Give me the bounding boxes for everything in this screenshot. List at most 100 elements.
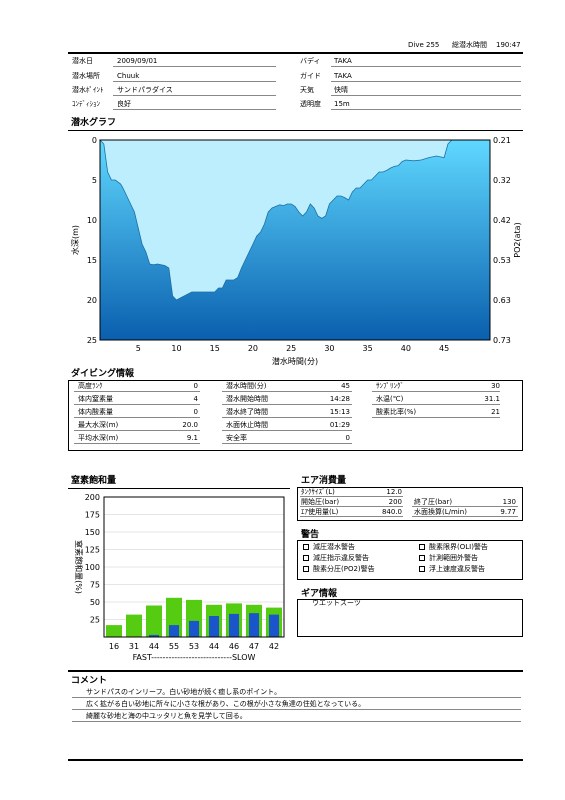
comment-rule <box>68 670 523 672</box>
y2-axis-label: PO2(ata) <box>513 222 522 257</box>
diving-info-label: 平均水深(m) <box>78 434 119 442</box>
y-axis-label: 窒素飽和量(%) <box>74 540 84 594</box>
y2-tick-label: 0.63 <box>493 296 511 305</box>
warning-item: 浮上速度違反警告 <box>419 565 485 574</box>
nitrogen-title: 窒素飽和量 <box>71 476 117 486</box>
start-pressure-value: 200 <box>388 498 402 506</box>
info-label: 透明度 <box>300 100 321 108</box>
diving-info-label: 潜水時間(分) <box>226 382 267 390</box>
nitrogen-bar <box>209 616 219 637</box>
y-tick-label: 15 <box>87 256 97 265</box>
info-label: ガイド <box>300 72 321 80</box>
dive-point: サンドパラダイス <box>117 86 173 94</box>
diving-info-underline <box>222 430 352 431</box>
diving-info-value: 0 <box>193 382 198 390</box>
warning-label: 酸素分圧(PO2)警告 <box>313 565 375 573</box>
surface-area <box>100 140 490 300</box>
diving-info-label: 酸素比率(%) <box>376 408 417 416</box>
air-used-value: 840.0 <box>381 508 402 516</box>
x-tick-label: 16 <box>109 642 119 651</box>
diving-info-underline <box>372 417 500 418</box>
y-tick-label: 175 <box>85 511 100 520</box>
diving-info-underline <box>74 430 200 431</box>
diving-info-value: 01:29 <box>329 421 350 429</box>
air-underline <box>300 496 403 497</box>
surface-rate-value: 9.77 <box>500 508 516 516</box>
chart-frame <box>99 139 491 341</box>
y2-tick-labels: 0.21 0.32 0.42 0.53 0.63 0.73 <box>493 136 511 345</box>
end-pressure-value: 130 <box>502 498 516 506</box>
diving-info-label: 水面休止時間 <box>226 421 268 429</box>
y2-tick-label: 0.42 <box>493 216 511 225</box>
diving-info-value: 31.1 <box>484 395 500 403</box>
bar-group <box>106 597 282 637</box>
x-tick-label: 10 <box>171 344 181 353</box>
diving-info-underline <box>222 404 352 405</box>
warning-item: 計測範囲外警告 <box>419 554 478 563</box>
y-tick-label: 75 <box>90 581 100 590</box>
x-tick-labels: 16 31 44 55 53 44 46 47 42 <box>109 642 279 651</box>
diving-info-value: 9.1 <box>186 434 198 442</box>
y2-tick-label: 0.21 <box>493 136 511 145</box>
diving-info-label: 体内窒素量 <box>78 395 113 403</box>
nitrogen-bar <box>229 613 239 637</box>
diving-info-underline <box>372 391 500 392</box>
y2-tick-label: 0.53 <box>493 256 511 265</box>
checkbox-icon <box>303 566 309 572</box>
x-tick-label: 15 <box>210 344 220 353</box>
nitrogen-bar <box>269 614 279 637</box>
diving-info-value: 0 <box>345 434 350 442</box>
info-label: 潜水ﾎﾟｲﾝﾄ <box>72 86 104 94</box>
y-tick-label: 100 <box>85 563 100 572</box>
y-tick-label: 5 <box>92 176 97 185</box>
info-label: バディ <box>300 57 321 65</box>
warning-label: 計測範囲外警告 <box>429 554 478 562</box>
diving-info-value: 0 <box>193 408 198 416</box>
surface-rate-label: 水面換算(L/min) <box>414 508 467 516</box>
diving-info-label: ｻﾝﾌﾟﾘﾝｸﾞ <box>376 382 404 390</box>
x-tick-label: 47 <box>249 642 259 651</box>
x-tick-label: 31 <box>129 642 139 651</box>
x-tick-label: 44 <box>209 642 219 651</box>
depth-profile-area <box>99 139 491 341</box>
x-tick-label: 20 <box>248 344 258 353</box>
tank-size-value: 12.0 <box>386 488 402 496</box>
comment-title: コメント <box>71 676 108 686</box>
comment-line: 広く拡がる白い砂地に所々に小さな根があり、この根が小さな魚達の住処となっている。 <box>86 700 366 708</box>
nitrogen-bar <box>126 614 142 637</box>
x-tick-label: 35 <box>363 344 373 353</box>
dive-profile-chart: 5 10 15 20 25 30 35 40 45 0 5 10 15 20 25 0.21 0.32 0.4… <box>70 136 522 366</box>
air-underline <box>412 516 518 517</box>
nitrogen-bar <box>146 605 162 637</box>
fast-slow-label: FAST----------------------------SLOW <box>133 653 256 662</box>
diving-info-value: 15:13 <box>329 408 350 416</box>
gear-box <box>297 599 523 637</box>
guide: TAKA <box>334 72 352 80</box>
comment-underline <box>72 697 521 698</box>
nitrogen-bar <box>149 634 159 637</box>
diving-info-value: 14:28 <box>329 395 350 403</box>
x-tick-label: 53 <box>189 642 199 651</box>
x-tick-labels: 5 10 15 20 25 30 35 40 45 <box>136 344 450 353</box>
diving-info-value: 20.0 <box>182 421 198 429</box>
tank-size-label: ﾀﾝｸｻｲｽﾞ(L) <box>301 488 335 496</box>
y2-tick-label: 0.73 <box>493 336 511 345</box>
y-tick-label: 25 <box>87 336 97 345</box>
section-rule <box>68 488 290 489</box>
condition: 良好 <box>117 100 131 108</box>
diving-info-label: 安全率 <box>226 434 247 442</box>
x-tick-label: 30 <box>324 344 334 353</box>
chart-grid <box>104 496 284 620</box>
y-tick-label: 10 <box>87 216 97 225</box>
info-label: 潜水場所 <box>72 72 100 80</box>
info-underline <box>331 109 521 110</box>
diving-info-title: ダイビング情報 <box>71 369 135 379</box>
x-tick-label: 25 <box>286 344 296 353</box>
diving-info-label: 潜水開始時間 <box>226 395 268 403</box>
dive-graph-title: 潜水グラフ <box>71 118 117 128</box>
air-title: エア消費量 <box>301 476 347 486</box>
info-underline <box>331 95 521 96</box>
comment-underline <box>72 709 521 710</box>
info-label: ｺﾝﾃﾞｨｼｮﾝ <box>72 100 100 108</box>
nitrogen-bar <box>249 613 259 637</box>
